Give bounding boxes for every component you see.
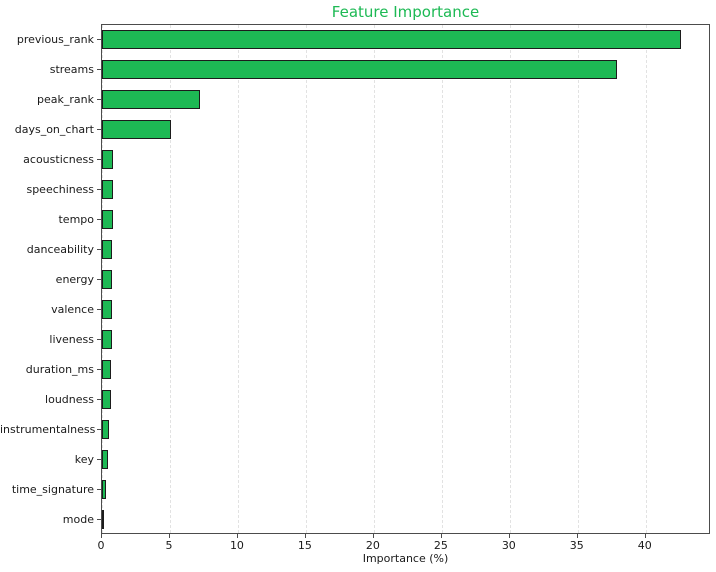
x-tick-mark (101, 534, 102, 538)
y-tick-label-time_signature: time_signature (11, 483, 94, 496)
x-tick-label-35: 35 (569, 539, 584, 552)
gridline (237, 25, 239, 533)
y-tick-mark (97, 129, 101, 130)
x-axis-title: Importance (%) (362, 552, 449, 565)
x-tick-mark (440, 534, 442, 538)
x-tick-label-30: 30 (501, 539, 516, 552)
y-tick-label-acousticness: acousticness (23, 153, 94, 166)
y-tick-mark (97, 369, 101, 370)
y-tick-label-danceability: danceability (26, 243, 94, 256)
bar-acousticness (102, 149, 114, 169)
bar-loudness (102, 389, 111, 409)
x-tick-label-40: 40 (637, 539, 652, 552)
y-tick-label-mode: mode (62, 513, 94, 526)
x-tick-mark (236, 534, 238, 538)
bar-liveness (102, 329, 112, 349)
y-tick-mark (97, 459, 101, 460)
x-tick-label-20: 20 (365, 539, 380, 552)
y-tick-mark (97, 519, 101, 520)
y-tick-label-peak_rank: peak_rank (37, 93, 94, 106)
y-tick-mark (97, 279, 101, 280)
y-tick-mark (97, 99, 101, 100)
bar-days_on_chart (102, 119, 172, 139)
y-tick-label-previous_rank: previous_rank (16, 33, 94, 46)
y-tick-mark (97, 219, 101, 220)
gridline (645, 25, 647, 533)
y-tick-label-energy: energy (55, 273, 94, 286)
y-tick-label-instrumentalness: instrumentalness (0, 423, 96, 436)
x-tick-mark (644, 534, 646, 538)
y-tick-label-tempo: tempo (58, 213, 94, 226)
y-tick-label-valence: valence (51, 303, 94, 316)
gridline (509, 25, 511, 533)
bar-instrumentalness (102, 419, 109, 439)
x-tick-mark (168, 534, 170, 538)
y-tick-mark (97, 309, 101, 310)
y-tick-mark (97, 339, 101, 340)
bar-key (102, 449, 109, 469)
bar-streams (102, 59, 618, 79)
chart-title: Feature Importance (331, 3, 480, 21)
x-tick-mark (304, 534, 306, 538)
y-tick-mark (97, 69, 101, 70)
y-tick-mark (97, 159, 101, 160)
plot-area (101, 24, 710, 534)
bar-peak_rank (102, 89, 200, 109)
bar-duration_ms (102, 359, 112, 379)
gridline (305, 25, 307, 533)
y-tick-label-duration_ms: duration_ms (25, 363, 94, 376)
y-tick-label-days_on_chart: days_on_chart (14, 123, 94, 136)
y-tick-mark (97, 39, 101, 40)
bar-mode (102, 509, 104, 529)
bar-energy (102, 269, 113, 289)
bar-previous_rank (102, 29, 682, 49)
y-tick-label-speechiness: speechiness (26, 183, 94, 196)
x-tick-mark (372, 534, 374, 538)
y-tick-mark (97, 429, 101, 430)
y-tick-label-streams: streams (49, 63, 94, 76)
y-tick-label-liveness: liveness (49, 333, 94, 346)
x-tick-mark (508, 534, 510, 538)
y-tick-mark (97, 399, 101, 400)
bar-time_signature (102, 479, 107, 499)
x-tick-label-10: 10 (229, 539, 244, 552)
y-tick-label-key: key (74, 453, 94, 466)
gridline (577, 25, 579, 533)
bar-valence (102, 299, 112, 319)
y-tick-mark (97, 249, 101, 250)
bar-danceability (102, 239, 113, 259)
x-tick-mark (576, 534, 578, 538)
gridline (169, 25, 171, 533)
x-tick-label-0: 0 (97, 539, 105, 552)
y-tick-mark (97, 489, 101, 490)
y-tick-label-loudness: loudness (45, 393, 94, 406)
x-tick-label-15: 15 (297, 539, 312, 552)
gridline (373, 25, 375, 533)
x-tick-label-5: 5 (165, 539, 173, 552)
bar-tempo (102, 209, 113, 229)
y-tick-mark (97, 189, 101, 190)
x-tick-label-25: 25 (433, 539, 448, 552)
bar-speechiness (102, 179, 113, 199)
gridline (441, 25, 443, 533)
